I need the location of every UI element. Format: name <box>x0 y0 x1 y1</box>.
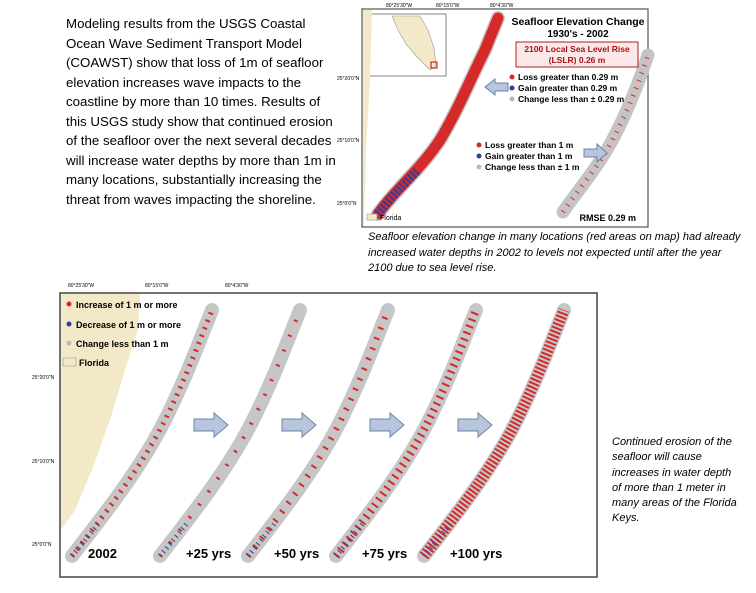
lat-label: 25°0'0"N <box>32 542 52 548</box>
top-map: Seafloor Elevation Change 1930's - 2002 … <box>337 3 655 228</box>
caption-right: Continued erosion of the seafloor will c… <box>612 436 737 525</box>
florida-swatch <box>62 357 77 367</box>
legend-dot <box>509 74 515 80</box>
land <box>363 10 372 226</box>
map-subtitle: 1930's - 2002 <box>547 29 609 40</box>
legend-dot <box>476 142 482 148</box>
keys-decrease <box>334 520 366 558</box>
legend-dot <box>66 321 72 327</box>
lat-label: 25°10'0"N <box>337 138 360 144</box>
inset-marker <box>430 61 438 69</box>
lon-label: 80°4'30"W <box>225 283 249 289</box>
slr-box <box>515 41 639 68</box>
legend-label: Change less than ± 1 m <box>485 162 580 172</box>
keys-decrease <box>158 520 190 558</box>
lon-label: 80°25'30"W <box>386 3 412 9</box>
keys-strip <box>241 303 395 563</box>
keys-loss <box>560 54 651 214</box>
arrow <box>484 77 509 97</box>
panel-label: +75 yrs <box>362 546 407 561</box>
intro-text: Modeling results from the USGS Coastal O… <box>66 16 336 207</box>
lon-label: 80°4'30"W <box>490 3 514 9</box>
legend-dot <box>476 164 482 170</box>
land <box>61 294 140 530</box>
lon-label: 80°15'0"W <box>436 3 460 9</box>
legend-label: Decrease of 1 m or more <box>76 320 181 330</box>
keys-increase <box>419 307 570 560</box>
legend-dot <box>509 96 515 102</box>
arrow <box>583 142 608 164</box>
panel-label: +25 yrs <box>186 546 231 561</box>
keys-decrease <box>246 520 278 558</box>
florida-swatch <box>366 213 378 221</box>
caption-top: Seafloor elevation change in many locati… <box>368 231 741 274</box>
legend-label: Loss greater than 0.29 m <box>518 72 619 82</box>
keys-strip <box>153 303 307 563</box>
legend-dot <box>66 340 72 346</box>
rmse: RMSE 0.29 m <box>579 213 636 223</box>
keys-decrease <box>70 520 102 558</box>
panel-label: +50 yrs <box>274 546 319 561</box>
slr-text: (LSLR) 0.26 m <box>549 55 606 65</box>
lat-label: 25°20'0"N <box>32 375 55 381</box>
legend-dot <box>476 153 482 159</box>
keys-strip <box>65 303 219 563</box>
legend-dot <box>66 301 72 307</box>
lon-label: 80°25'30"W <box>68 283 94 289</box>
legend-label: Gain greater than 1 m <box>485 151 573 161</box>
map-title: Seafloor Elevation Change <box>511 16 644 28</box>
legend-label: Change less than 1 m <box>76 339 169 349</box>
arrow <box>281 411 317 439</box>
legend-label: Florida <box>380 215 402 222</box>
keys-gain <box>374 166 422 217</box>
lat-label: 25°0'0"N <box>337 201 357 207</box>
lon-label: 80°15'0"W <box>145 283 169 289</box>
keys-increase <box>332 308 480 559</box>
keys-decrease <box>422 520 454 558</box>
legend-label: Gain greater than 0.29 m <box>518 83 618 93</box>
slr-text: 2100 Local Sea Level Rise <box>524 44 630 54</box>
legend-label: Florida <box>79 358 110 368</box>
legend-label: Loss greater than 1 m <box>485 140 574 150</box>
bottom-map: 2002 +25 yrs +50 yrs +75 yrs +100 yrs 80°25'… <box>32 283 598 578</box>
panel-label: 2002 <box>88 546 117 561</box>
lat-label: 25°20'0"N <box>337 76 360 82</box>
lat-label: 25°10'0"N <box>32 459 55 465</box>
keys-loss <box>372 12 504 220</box>
arrow <box>457 411 493 439</box>
arrow <box>369 411 405 439</box>
legend-dot <box>509 85 515 91</box>
panel-label: +100 yrs <box>450 546 502 561</box>
arrow <box>193 411 229 439</box>
legend-label: Change less than ± 0.29 m <box>518 94 625 104</box>
legend-label: Increase of 1 m or more <box>76 300 178 310</box>
